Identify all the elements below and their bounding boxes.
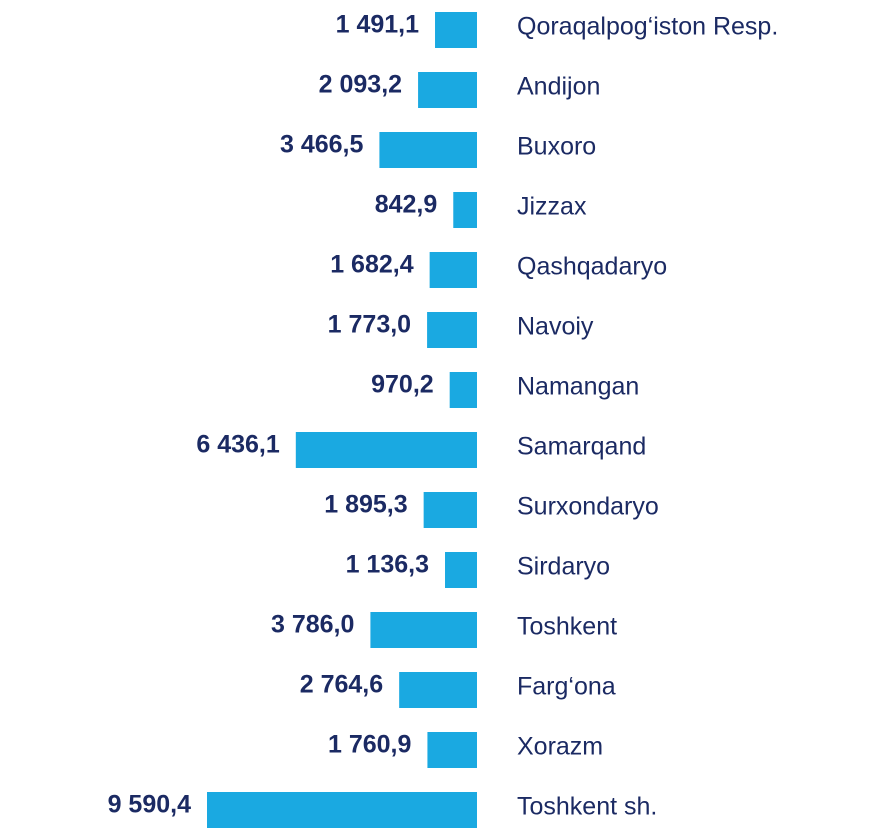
value-label: 9 590,4 bbox=[108, 791, 192, 819]
bar bbox=[418, 72, 477, 108]
category-label: Xorazm bbox=[517, 733, 603, 761]
bar bbox=[423, 492, 477, 528]
category-label: Toshkent bbox=[517, 613, 617, 641]
bar bbox=[399, 672, 477, 708]
bar bbox=[445, 552, 477, 588]
category-label: Navoiy bbox=[517, 313, 594, 341]
category-label: Surxondaryo bbox=[517, 493, 659, 521]
category-label: Buxoro bbox=[517, 133, 596, 161]
bar bbox=[295, 432, 477, 468]
bar bbox=[207, 792, 477, 828]
value-label: 1 682,4 bbox=[330, 251, 414, 279]
bar bbox=[429, 252, 477, 288]
value-label: 1 760,9 bbox=[328, 731, 411, 759]
bar bbox=[370, 612, 477, 648]
bar bbox=[379, 132, 477, 168]
value-label: 1 491,1 bbox=[336, 11, 420, 39]
value-label: 2 764,6 bbox=[300, 671, 383, 699]
value-label: 970,2 bbox=[371, 371, 434, 399]
category-label: Farg‘ona bbox=[517, 673, 616, 701]
category-label: Sirdaryo bbox=[517, 553, 610, 581]
value-label: 3 786,0 bbox=[271, 611, 354, 639]
category-label: Toshkent sh. bbox=[517, 793, 657, 821]
category-label: Qashqadaryo bbox=[517, 253, 667, 281]
category-label: Jizzax bbox=[517, 193, 587, 221]
value-label: 3 466,5 bbox=[280, 131, 364, 159]
bar bbox=[435, 12, 477, 48]
bar bbox=[427, 732, 477, 768]
value-label: 6 436,1 bbox=[196, 431, 280, 459]
value-label: 842,9 bbox=[375, 191, 438, 219]
category-label: Qoraqalpog‘iston Resp. bbox=[517, 13, 778, 41]
category-label: Samarqand bbox=[517, 433, 646, 461]
bar bbox=[453, 192, 477, 228]
value-label: 1 773,0 bbox=[328, 311, 411, 339]
category-label: Namangan bbox=[517, 373, 639, 401]
bar bbox=[427, 312, 477, 348]
value-label: 1 895,3 bbox=[324, 491, 407, 519]
value-label: 1 136,3 bbox=[346, 551, 429, 579]
category-label: Andijon bbox=[517, 73, 600, 101]
value-label: 2 093,2 bbox=[319, 71, 402, 99]
bar bbox=[449, 372, 477, 408]
